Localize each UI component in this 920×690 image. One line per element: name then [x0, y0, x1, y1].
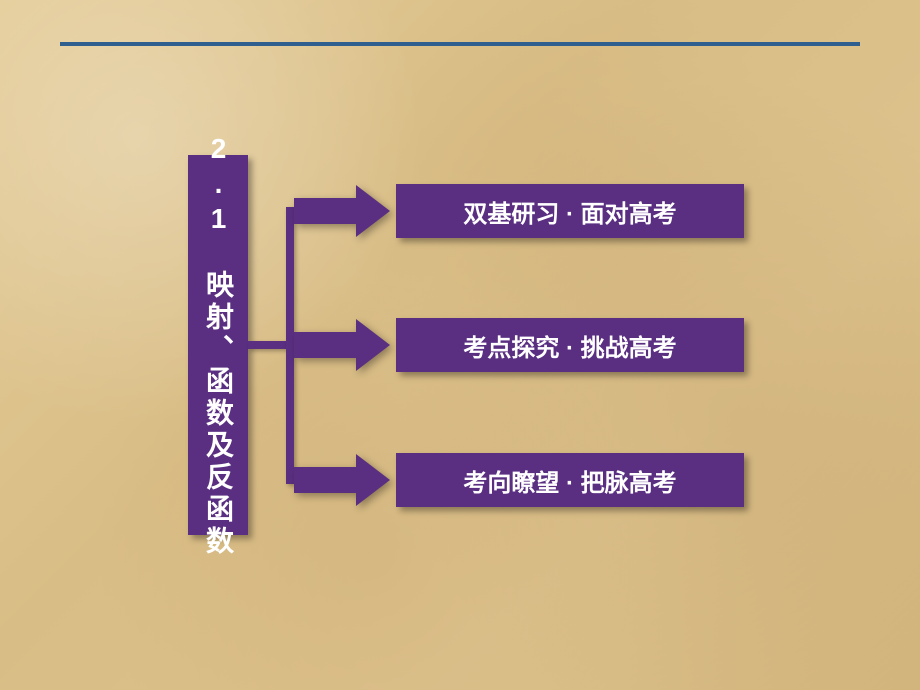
branch-arrow — [294, 319, 390, 371]
root-label: 2.1 映射、函数及反函数 — [198, 133, 238, 558]
leaf-node: 考点探究 · 挑战高考 — [396, 318, 744, 372]
root-node: 2.1 映射、函数及反函数 — [188, 155, 248, 535]
arrow-head-icon — [356, 185, 390, 237]
leaf-node: 考向瞭望 · 把脉高考 — [396, 453, 744, 507]
leaf-label: 考点探究 · 挑战高考 — [463, 328, 676, 363]
branch-arrow — [294, 454, 390, 506]
trunk-vertical — [286, 207, 294, 484]
arrow-head-icon — [356, 454, 390, 506]
top-horizontal-rule — [60, 42, 860, 46]
leaf-node: 双基研习 · 面对高考 — [396, 184, 744, 238]
leaf-label: 考向瞭望 · 把脉高考 — [463, 463, 676, 498]
arrow-head-icon — [356, 319, 390, 371]
arrow-shaft — [294, 332, 356, 358]
branch-arrow — [294, 185, 390, 237]
leaf-label: 双基研习 · 面对高考 — [463, 194, 676, 229]
arrow-shaft — [294, 198, 356, 224]
arrow-shaft — [294, 467, 356, 493]
